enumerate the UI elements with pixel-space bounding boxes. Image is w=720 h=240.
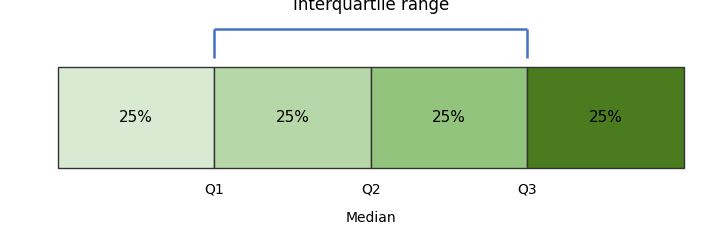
Text: Interquartile range: Interquartile range	[292, 0, 449, 14]
Bar	[371, 67, 528, 168]
Bar	[527, 67, 684, 168]
Bar	[215, 67, 371, 168]
Text: 25%: 25%	[589, 110, 623, 125]
Text: Median: Median	[346, 211, 396, 225]
Text: Q3: Q3	[518, 182, 537, 196]
Bar	[58, 67, 214, 168]
Text: Q1: Q1	[204, 182, 224, 196]
Text: Q2: Q2	[361, 182, 381, 196]
Text: 25%: 25%	[276, 110, 310, 125]
Text: 25%: 25%	[119, 110, 153, 125]
Text: 25%: 25%	[432, 110, 466, 125]
